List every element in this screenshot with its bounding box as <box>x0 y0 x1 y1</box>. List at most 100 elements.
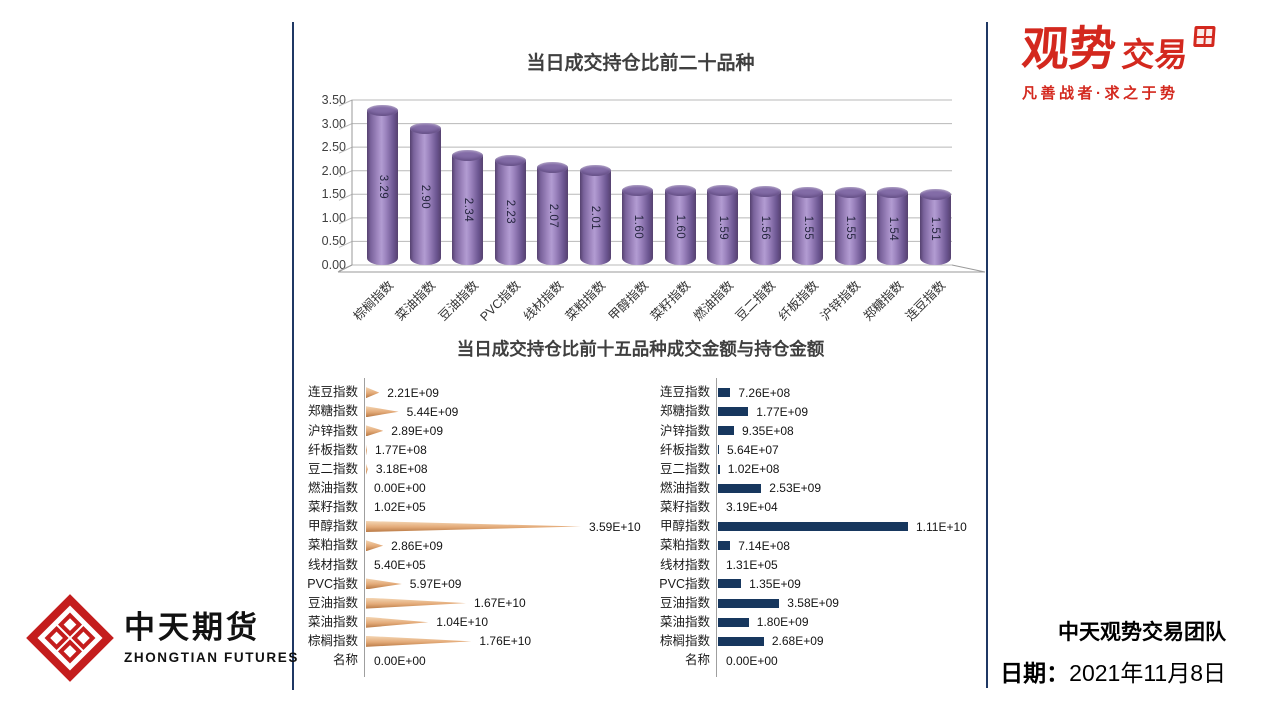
category-label: 甲醇指数 <box>307 519 358 534</box>
bar-value-label: 1.55 <box>844 216 856 241</box>
row-plot: 1.31E+05 <box>716 559 984 571</box>
row-燃油指数-turnover: 燃油指数 0.00E+00 <box>296 479 640 498</box>
bar-value-label: 2.01 <box>589 205 601 230</box>
y-tick-label: 2.50 <box>321 140 346 155</box>
y-tick-label: 1.50 <box>321 187 346 202</box>
bar-value-label: 2.34 <box>461 197 474 223</box>
y-tick-label: 2.00 <box>321 163 346 178</box>
value-label: 5.40E+05 <box>374 557 426 572</box>
value-label: 1.31E+05 <box>726 557 778 572</box>
bar <box>366 406 399 418</box>
category-label: 线材指数 <box>307 557 358 572</box>
row-plot: 1.76E+10 <box>364 635 640 647</box>
row-连豆指数-turnover: 连豆指数 2.21E+09 <box>296 383 640 402</box>
bar-菜油指数: 2.90 <box>409 123 441 265</box>
row-plot: 1.77E+09 <box>716 406 984 418</box>
bar-value-label: 1.55 <box>801 216 814 241</box>
row-沪锌指数-position: 沪锌指数 9.35E+08 <box>648 421 984 440</box>
bar-value-label: 1.60 <box>674 215 686 240</box>
row-纤板指数-position: 纤板指数 5.64E+07 <box>648 440 984 459</box>
category-label: 燃油指数 <box>659 481 710 496</box>
bar <box>718 579 742 589</box>
value-label: 2.89E+09 <box>391 423 444 438</box>
row-菜油指数-position: 菜油指数 1.80E+09 <box>648 613 984 632</box>
category-label: 豆二指数 <box>307 461 358 476</box>
bar <box>718 617 749 627</box>
guanshi-wordmark-sub: 交易 <box>1120 35 1189 75</box>
row-棕榈指数-turnover: 棕榈指数 1.76E+10 <box>296 632 640 651</box>
value-label: 1.02E+05 <box>374 500 426 515</box>
y-tick-label: 0.00 <box>321 258 346 272</box>
row-豆油指数-position: 豆油指数 3.58E+09 <box>648 594 984 613</box>
row-plot: 1.35E+09 <box>716 578 984 590</box>
category-label: 连豆指数 <box>307 385 358 400</box>
category-label: 纤板指数 <box>307 442 358 457</box>
bar <box>718 388 731 398</box>
bar-甲醇指数: 1.60 <box>622 184 653 265</box>
category-label: 菜油指数 <box>307 615 358 629</box>
row-plot: 3.59E+10 <box>364 521 641 533</box>
category-label: 沪锌指数 <box>659 423 710 438</box>
value-label: 1.67E+10 <box>474 596 526 611</box>
row-菜粕指数-position: 菜粕指数 7.14E+08 <box>648 536 984 555</box>
row-菜籽指数-position: 菜籽指数 3.19E+04 <box>648 498 984 517</box>
y-tick-label: 3.00 <box>321 116 346 131</box>
row-plot: 5.64E+07 <box>716 444 984 456</box>
value-label: 2.68E+09 <box>771 634 824 649</box>
value-label: 1.77E+09 <box>756 404 809 419</box>
bar-纤板指数: 1.55 <box>792 186 823 265</box>
row-名称-position: 名称 0.00E+00 <box>648 651 984 670</box>
turnover-amount-chart: 连豆指数 2.21E+09 郑糖指数 5.44E+09 沪锌指数 2.89E+09 纤板指数… <box>296 378 641 677</box>
row-plot: 5.44E+09 <box>364 406 640 418</box>
team-name: 中天观势交易团队 <box>1058 621 1226 644</box>
bar <box>366 425 384 437</box>
row-plot: 2.68E+09 <box>716 635 984 647</box>
guanshi-wordmark-main: 观势 <box>1020 22 1118 77</box>
bar-value-label: 1.59 <box>716 215 729 240</box>
row-plot: 9.35E+08 <box>716 425 984 437</box>
bar <box>366 387 380 399</box>
y-tick-label: 3.50 <box>321 93 346 107</box>
row-plot: 1.02E+05 <box>364 501 640 513</box>
value-label: 0.00E+00 <box>726 653 778 668</box>
bar-棕榈指数: 3.29 <box>367 104 398 265</box>
top-chart-title: 当日成交持仓比前二十品种 <box>526 53 755 74</box>
bar-value-label: 2.90 <box>419 184 431 209</box>
bar-菜籽指数: 1.60 <box>664 184 696 265</box>
row-PVC指数-turnover: PVC指数 5.97E+09 <box>296 574 640 593</box>
guanshi-tagline: 凡善战者·求之于势 <box>1022 85 1179 102</box>
bar <box>718 407 749 417</box>
bar-value-label: 2.07 <box>546 203 559 229</box>
zhongtian-logo: 中天期货 ZHONGTIAN FUTURES <box>26 594 299 682</box>
bar-豆油指数: 2.34 <box>452 149 483 265</box>
bar-value-label: 1.51 <box>929 217 941 242</box>
row-plot: 1.77E+08 <box>364 444 640 456</box>
row-plot: 2.53E+09 <box>716 482 984 494</box>
value-label: 2.21E+09 <box>387 385 439 400</box>
bar <box>366 578 402 590</box>
row-名称-turnover: 名称 0.00E+00 <box>296 651 640 670</box>
value-label: 1.76E+10 <box>479 634 532 649</box>
category-label: 豆二指数 <box>659 461 710 476</box>
row-plot: 1.67E+10 <box>364 597 640 609</box>
bar <box>366 635 472 647</box>
category-label: 菜粕指数 <box>659 538 710 553</box>
category-label: 燃油指数 <box>307 481 358 496</box>
row-plot: 0.00E+00 <box>716 655 984 667</box>
row-plot: 5.40E+05 <box>364 559 640 571</box>
category-label: 菜籽指数 <box>307 500 358 515</box>
bar-PVC指数: 2.23 <box>494 154 526 265</box>
bar-value-label: 1.54 <box>886 216 899 241</box>
bar <box>366 444 368 456</box>
category-label: 郑糖指数 <box>307 404 358 419</box>
category-label: 连豆指数 <box>659 385 710 400</box>
bar <box>366 616 429 628</box>
bar-value-label: 2.23 <box>504 200 516 225</box>
row-燃油指数-position: 燃油指数 2.53E+09 <box>648 479 984 498</box>
row-菜籽指数-turnover: 菜籽指数 1.02E+05 <box>296 498 640 517</box>
row-plot: 0.00E+00 <box>364 655 640 667</box>
category-label: 郑糖指数 <box>659 404 710 419</box>
value-label: 1.11E+10 <box>916 519 967 534</box>
value-label: 3.18E+08 <box>375 462 428 477</box>
row-plot: 2.89E+09 <box>364 425 640 437</box>
